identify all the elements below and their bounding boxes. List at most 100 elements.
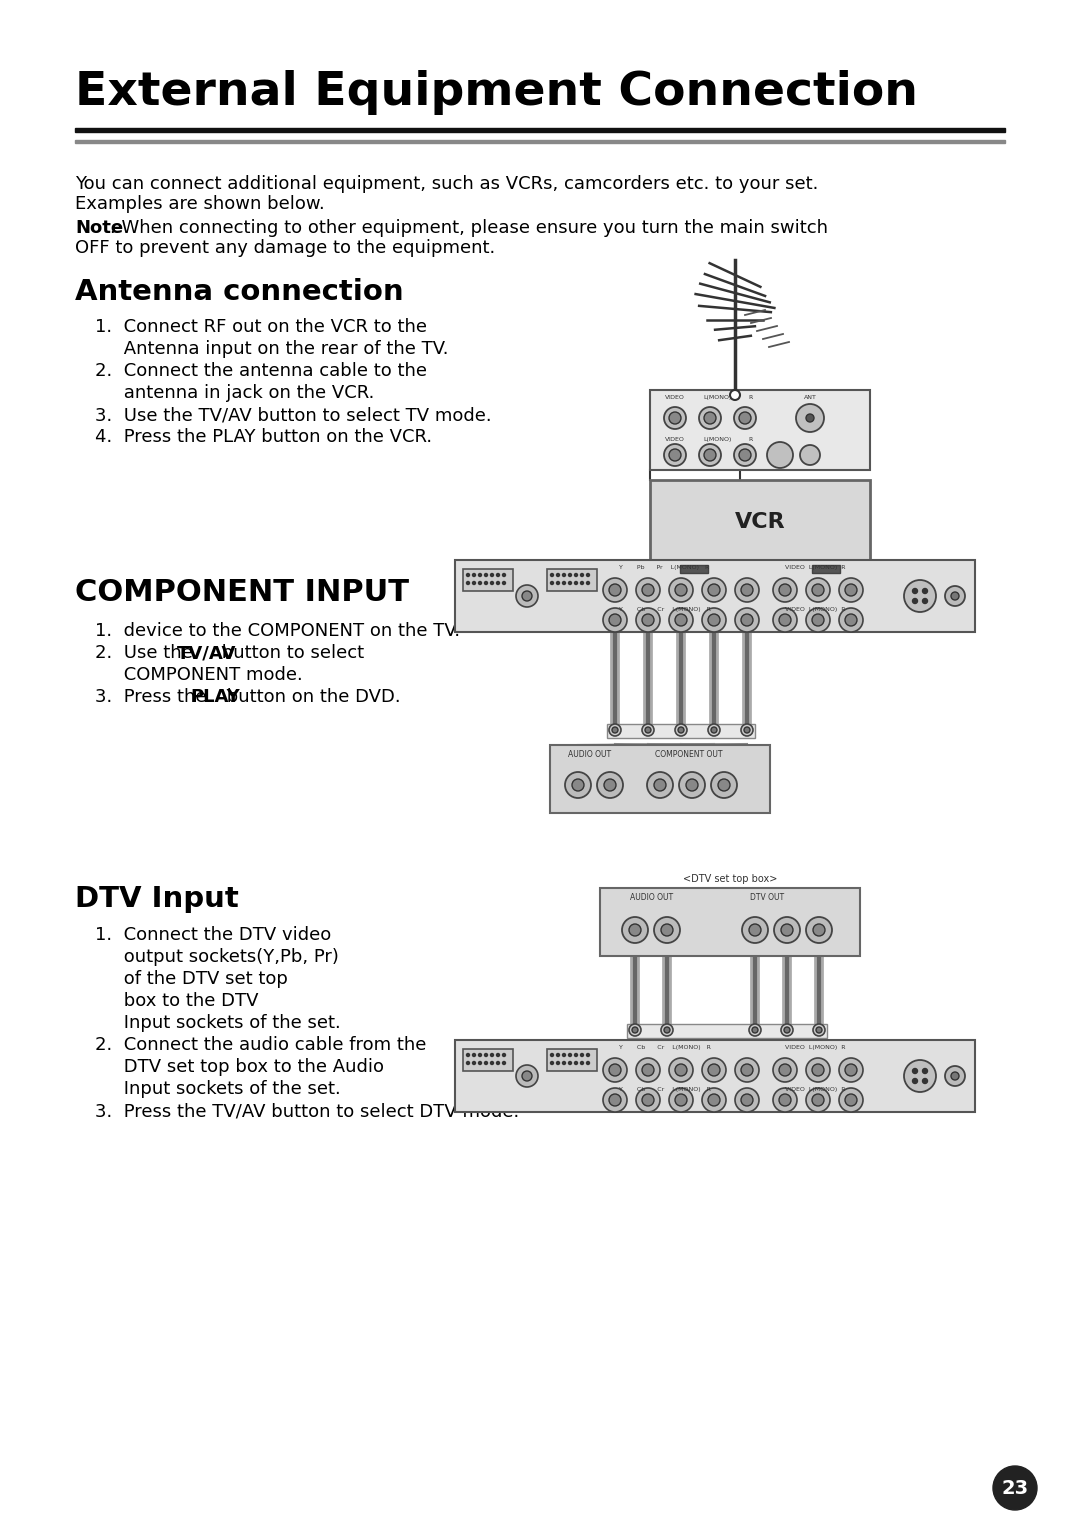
Circle shape xyxy=(734,445,756,466)
Bar xyxy=(546,569,597,592)
Bar xyxy=(600,888,860,957)
Circle shape xyxy=(739,449,751,461)
Circle shape xyxy=(806,917,832,943)
Circle shape xyxy=(661,1024,673,1036)
Circle shape xyxy=(675,1095,687,1105)
Circle shape xyxy=(568,581,571,584)
Circle shape xyxy=(664,406,686,429)
Circle shape xyxy=(575,1061,578,1064)
Circle shape xyxy=(516,1065,538,1087)
Circle shape xyxy=(478,573,482,576)
Circle shape xyxy=(744,727,750,733)
Circle shape xyxy=(741,1095,753,1105)
Circle shape xyxy=(913,1069,918,1073)
Circle shape xyxy=(702,1058,726,1082)
Circle shape xyxy=(845,1064,858,1076)
Circle shape xyxy=(490,573,494,576)
Circle shape xyxy=(556,581,559,584)
Text: R: R xyxy=(748,396,753,400)
Circle shape xyxy=(568,1053,571,1056)
Text: Note: Note xyxy=(75,219,123,238)
Circle shape xyxy=(781,1024,793,1036)
Circle shape xyxy=(609,584,621,596)
Text: PLAY: PLAY xyxy=(190,688,240,707)
Circle shape xyxy=(563,1053,566,1056)
Text: VIDEO  L(MONO)  R: VIDEO L(MONO) R xyxy=(785,566,846,570)
Circle shape xyxy=(522,1072,532,1081)
Circle shape xyxy=(473,1061,475,1064)
Bar xyxy=(607,724,755,737)
Text: L(MONO): L(MONO) xyxy=(703,396,731,400)
Text: TV/AV: TV/AV xyxy=(177,644,235,662)
Text: DTV Input: DTV Input xyxy=(75,885,239,914)
Circle shape xyxy=(839,609,863,632)
Circle shape xyxy=(556,1061,559,1064)
Circle shape xyxy=(609,1064,621,1076)
Circle shape xyxy=(904,1059,936,1091)
Circle shape xyxy=(572,779,584,791)
Text: 2.  Connect the audio cable from the: 2. Connect the audio cable from the xyxy=(95,1036,427,1055)
Circle shape xyxy=(750,1024,761,1036)
Circle shape xyxy=(784,1027,789,1033)
Circle shape xyxy=(581,1053,583,1056)
Circle shape xyxy=(779,615,791,625)
Circle shape xyxy=(563,581,566,584)
Bar xyxy=(627,1024,827,1038)
Circle shape xyxy=(556,573,559,576)
Text: 3.  Press the TV/AV button to select DTV mode.: 3. Press the TV/AV button to select DTV … xyxy=(95,1102,519,1121)
Text: 1.  device to the COMPONENT on the TV.: 1. device to the COMPONENT on the TV. xyxy=(95,622,460,639)
Circle shape xyxy=(773,1058,797,1082)
Circle shape xyxy=(636,1088,660,1111)
Circle shape xyxy=(669,1088,693,1111)
Circle shape xyxy=(904,579,936,612)
Circle shape xyxy=(467,1053,470,1056)
Circle shape xyxy=(816,1027,822,1033)
Circle shape xyxy=(642,615,654,625)
Circle shape xyxy=(806,609,831,632)
Text: VIDEO  L(MONO)  R: VIDEO L(MONO) R xyxy=(785,1087,846,1091)
Circle shape xyxy=(945,586,966,606)
Circle shape xyxy=(603,578,627,602)
Circle shape xyxy=(586,581,590,584)
Circle shape xyxy=(800,445,820,464)
Circle shape xyxy=(951,1072,959,1081)
Text: button on the DVD.: button on the DVD. xyxy=(221,688,401,707)
Circle shape xyxy=(669,609,693,632)
Circle shape xyxy=(711,727,717,733)
Circle shape xyxy=(922,1079,928,1084)
Circle shape xyxy=(575,581,578,584)
Circle shape xyxy=(730,389,740,400)
Circle shape xyxy=(812,1064,824,1076)
Text: . When connecting to other equipment, please ensure you turn the main switch: . When connecting to other equipment, pl… xyxy=(110,219,828,238)
Circle shape xyxy=(551,573,554,576)
Circle shape xyxy=(485,1061,487,1064)
Bar xyxy=(812,566,840,573)
Text: OFF to prevent any damage to the equipment.: OFF to prevent any damage to the equipme… xyxy=(75,239,496,258)
Text: 23: 23 xyxy=(1001,1478,1028,1498)
Circle shape xyxy=(502,573,505,576)
Circle shape xyxy=(699,406,721,429)
Bar xyxy=(546,1049,597,1072)
Circle shape xyxy=(741,615,753,625)
Circle shape xyxy=(556,1053,559,1056)
Circle shape xyxy=(752,1027,758,1033)
Circle shape xyxy=(603,609,627,632)
Circle shape xyxy=(913,1079,918,1084)
Circle shape xyxy=(779,1064,791,1076)
Text: 1.  Connect the DTV video: 1. Connect the DTV video xyxy=(95,926,332,944)
Text: COMPONENT INPUT: COMPONENT INPUT xyxy=(75,578,409,607)
Circle shape xyxy=(502,1053,505,1056)
Circle shape xyxy=(993,1466,1037,1510)
Circle shape xyxy=(490,1061,494,1064)
Circle shape xyxy=(581,1061,583,1064)
Circle shape xyxy=(773,1088,797,1111)
Circle shape xyxy=(702,609,726,632)
Circle shape xyxy=(586,1053,590,1056)
Circle shape xyxy=(675,584,687,596)
Circle shape xyxy=(497,573,499,576)
Text: Input sockets of the set.: Input sockets of the set. xyxy=(95,1013,341,1032)
Circle shape xyxy=(661,924,673,937)
Circle shape xyxy=(551,1061,554,1064)
Circle shape xyxy=(603,1088,627,1111)
Text: 3.  Press the: 3. Press the xyxy=(95,688,213,707)
